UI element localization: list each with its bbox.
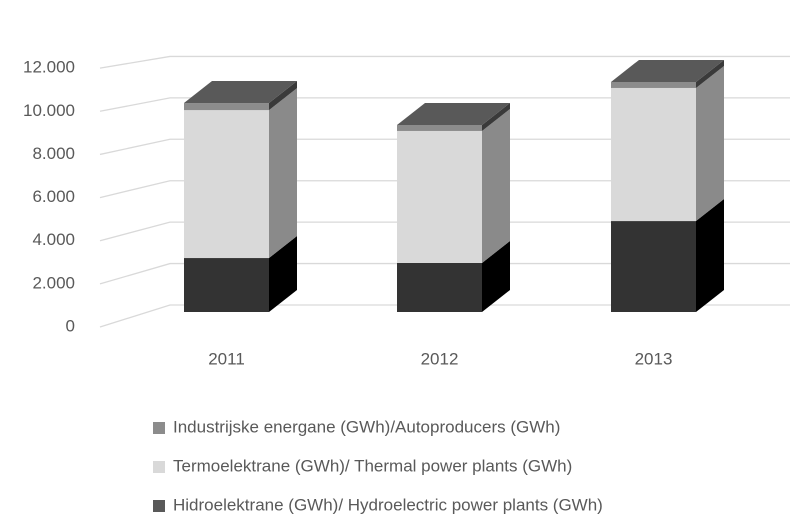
y-tick-label: 8.000 xyxy=(32,144,75,163)
bar-front xyxy=(184,103,269,111)
x-tick-label: 2012 xyxy=(421,349,459,368)
bar-top xyxy=(611,59,724,82)
grid-line xyxy=(99,97,790,112)
bar-side xyxy=(269,88,297,259)
grid-line xyxy=(99,221,790,242)
bar-front xyxy=(184,258,269,312)
bar-front xyxy=(611,221,696,312)
legend-swatch xyxy=(153,461,165,473)
bar-side xyxy=(269,81,297,111)
legend-swatch xyxy=(153,422,165,434)
x-tick-label: 2011 xyxy=(208,349,245,368)
bar-front xyxy=(611,87,696,222)
y-tick-label: 6.000 xyxy=(32,187,75,206)
bar-side xyxy=(269,236,297,312)
y-tick-label: 0 xyxy=(66,316,75,335)
bar-front xyxy=(184,110,269,259)
bar-side xyxy=(696,59,724,88)
bar-front xyxy=(397,262,482,312)
grid-line xyxy=(99,304,790,328)
y-tick-label: 10.000 xyxy=(23,101,75,120)
bar-top xyxy=(184,81,297,104)
bar-front xyxy=(611,81,696,88)
bar-top xyxy=(397,102,510,125)
y-tick-label: 12.000 xyxy=(23,58,75,77)
legend-label: Termoelektrane (GWh)/ Thermal power plan… xyxy=(173,456,572,475)
x-tick-label: 2013 xyxy=(635,349,673,368)
y-tick-label: 4.000 xyxy=(32,230,75,249)
grid-line xyxy=(99,262,790,285)
bar-side xyxy=(696,199,724,312)
legend-label: Industrijske energane (GWh)/Autoproducer… xyxy=(173,417,560,436)
bar-front xyxy=(397,124,482,131)
y-tick-label: 2.000 xyxy=(32,273,75,292)
grid-line xyxy=(99,138,790,156)
legend-label: Hidroelektrane (GWh)/ Hydroelectric powe… xyxy=(173,495,603,514)
bar-front xyxy=(397,130,482,263)
bar-side xyxy=(482,240,510,312)
grid-line xyxy=(99,55,790,69)
legend-swatch xyxy=(153,500,165,512)
bar-side xyxy=(482,108,510,263)
grid-line xyxy=(99,180,790,199)
bar-side xyxy=(696,65,724,222)
bar-side xyxy=(482,102,510,131)
